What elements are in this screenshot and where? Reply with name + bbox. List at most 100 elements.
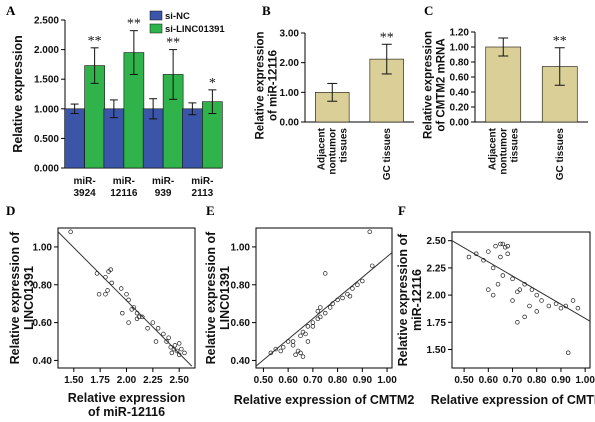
x-tick-label: 0.50 <box>454 375 474 386</box>
panel-letter-a: A <box>6 3 16 18</box>
y-axis-title: Relative expression of <box>396 233 410 367</box>
scatter-point <box>172 343 178 348</box>
scatter-point <box>124 291 129 297</box>
scatter-point <box>510 276 515 282</box>
scatter-point <box>318 314 323 320</box>
y-axis-title: miR-12116 <box>410 269 424 331</box>
scatter-point <box>103 291 108 297</box>
scatter-point <box>126 320 131 325</box>
scatter-point <box>174 348 180 354</box>
scatter-point <box>493 243 498 249</box>
y-tick-label: 0.80 <box>33 280 53 291</box>
x-tick-label: 0.70 <box>503 375 523 386</box>
scatter-point <box>505 243 510 249</box>
scatter-point <box>534 309 539 314</box>
scatter-point <box>166 335 171 340</box>
scatter-point <box>322 271 328 276</box>
significance-marker: * <box>209 76 216 91</box>
scatter-point <box>505 251 510 257</box>
bar <box>485 46 522 123</box>
x-axis-title: Relative expression of CMTM2 <box>234 393 415 407</box>
scatter-point <box>369 263 375 269</box>
y-tick-label: 1.75 <box>427 318 447 329</box>
x-tick-label: 2.50 <box>169 375 189 386</box>
y-tick-label: 2.25 <box>427 263 447 274</box>
y-tick-label: 0.500 <box>34 134 59 145</box>
scatter-point <box>131 305 137 310</box>
scatter-point <box>558 305 564 311</box>
y-tick-label: 1.00 <box>450 43 470 54</box>
scatter-point <box>153 339 159 344</box>
scatter-point <box>280 344 286 350</box>
scatter-point <box>278 348 283 354</box>
scatter-point <box>517 287 523 292</box>
scatter-point <box>303 331 308 337</box>
significance-marker: ** <box>166 36 180 51</box>
category-label: 939 <box>155 188 172 199</box>
scatter-point <box>515 289 520 295</box>
scatter-point <box>527 303 532 309</box>
significance-marker: ** <box>553 34 567 49</box>
regression-line <box>57 231 193 367</box>
category-label: miR- <box>74 176 96 187</box>
scatter-point <box>169 350 175 356</box>
y-axis-title: of miR-12116 <box>268 50 280 121</box>
scatter-point <box>134 316 140 322</box>
x-tick-label: 0.60 <box>278 375 298 386</box>
scatter-point <box>315 308 321 314</box>
y-axis-title: Relative expression of <box>204 231 218 365</box>
regression-line <box>255 252 393 367</box>
scatter-point <box>350 286 355 291</box>
panel-letter-b: B <box>262 3 271 18</box>
panel-letter-c: C <box>424 3 433 18</box>
plot-frame <box>451 231 591 369</box>
y-tick-label: 0.80 <box>450 58 470 69</box>
scatter-point <box>176 352 182 358</box>
scatter-point <box>498 241 503 247</box>
scatter-point <box>120 310 125 316</box>
y-tick-label: 2.000 <box>34 45 59 56</box>
scatter-point <box>285 339 291 344</box>
scatter-point <box>168 344 174 350</box>
x-axis-title: of miR-12116 <box>88 405 165 419</box>
category-label: miR- <box>113 176 135 187</box>
scatter-point <box>466 254 472 260</box>
bar-si-nc <box>182 108 203 169</box>
significance-marker: ** <box>88 34 102 49</box>
bar-si-nc <box>64 108 85 169</box>
scatter-point <box>118 286 124 291</box>
category-label: nontumor <box>498 128 509 175</box>
y-tick-label: 1.00 <box>231 242 251 253</box>
scatter-point <box>335 297 340 303</box>
category-label: tissues <box>338 128 349 163</box>
y-tick-label: 0.60 <box>231 318 251 329</box>
panel-d-scatter-plot: 0.40 0.60 0.80 1.00 1.50 1.75 2.00 2.25 2.50 Rela… <box>8 227 196 419</box>
scatter-point <box>134 310 140 316</box>
y-tick-label: 1.00 <box>280 88 300 99</box>
category-label: miR- <box>191 176 213 187</box>
scatter-point <box>522 281 527 287</box>
scatter-point <box>498 254 503 260</box>
y-tick-label: 0.40 <box>231 356 251 367</box>
scatter-point <box>546 303 552 309</box>
panel-letter-f: F <box>398 203 406 218</box>
y-tick-label: 1.00 <box>33 242 53 253</box>
significance-marker: ** <box>127 17 141 32</box>
scatter-point <box>534 292 539 298</box>
scatter-point <box>500 241 506 247</box>
x-tick-label: 0.80 <box>328 375 348 386</box>
category-label: 12116 <box>110 188 138 199</box>
scatter-point <box>109 280 114 286</box>
scatter-point <box>68 229 73 235</box>
panel-f-scatter-plot: 1.50 1.75 2.00 2.25 2.50 0.50 0.60 0.70 0.80 0.90… <box>396 231 595 407</box>
y-tick-label: 0.40 <box>450 88 470 99</box>
scatter-point <box>179 346 184 352</box>
category-label: GC tissues <box>382 128 393 181</box>
y-tick-label: 2.00 <box>427 291 447 302</box>
scatter-point <box>298 350 303 356</box>
y-tick-label: 2.500 <box>34 16 59 27</box>
scatter-point <box>126 297 131 303</box>
scatter-point <box>176 341 182 346</box>
